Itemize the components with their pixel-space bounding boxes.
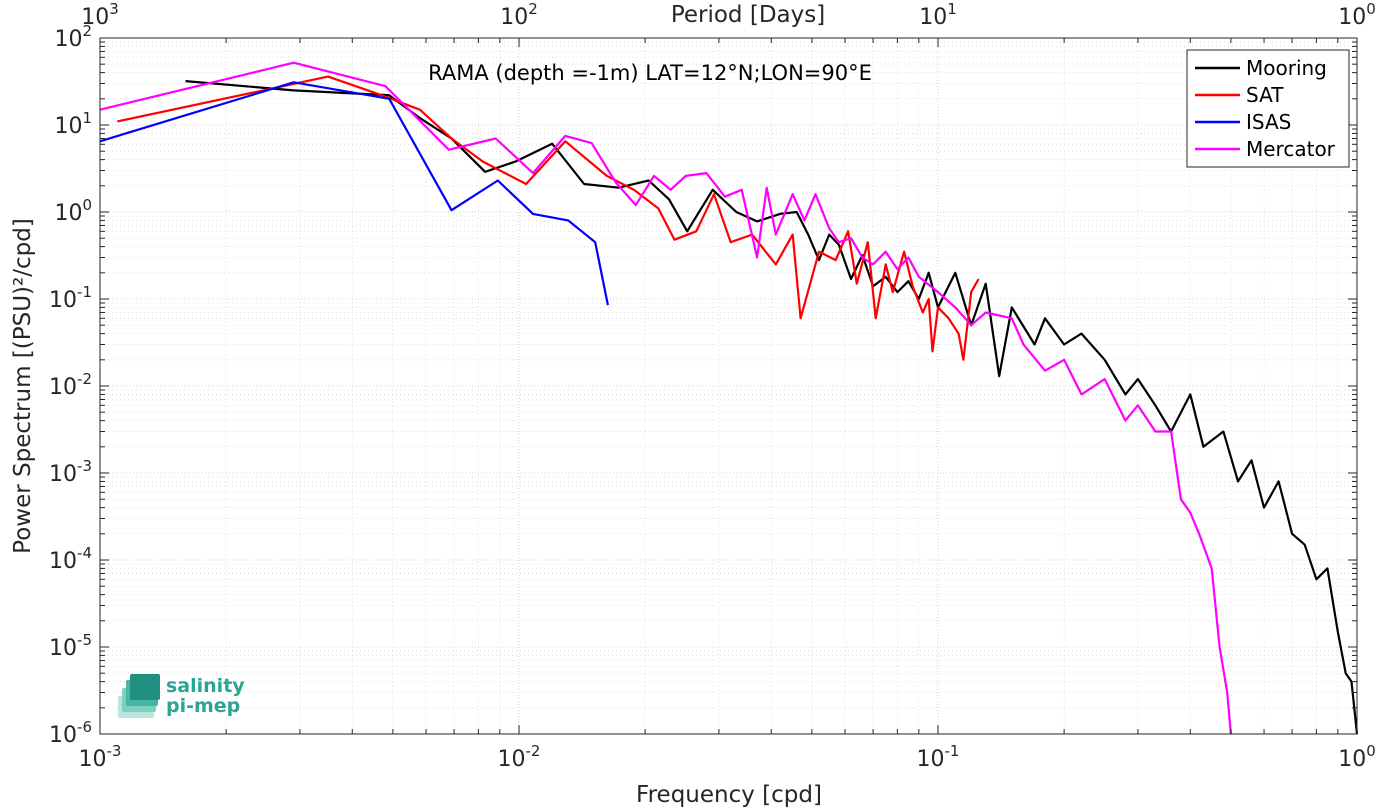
salinity-pi-mep-logo: salinity pi-mep xyxy=(118,674,245,718)
y-tick-label: 102 xyxy=(54,22,92,52)
series-line-mercator xyxy=(99,61,1232,735)
plot-title: RAMA (depth =-1m) LAT=12°N;LON=90°E xyxy=(428,61,872,85)
y-tick-label: 10-1 xyxy=(49,283,92,313)
legend-label-isas: ISAS xyxy=(1246,110,1291,134)
series-line-mooring xyxy=(185,80,1359,735)
y-tick-label: 101 xyxy=(54,109,92,139)
top-tick-label: 103 xyxy=(81,0,119,30)
logo-mark-icon xyxy=(118,674,160,718)
x-tick-label: 10-3 xyxy=(79,742,122,772)
y-axis-title: Power Spectrum [(PSU)²/cpd] xyxy=(10,218,36,554)
series-line-sat xyxy=(117,75,980,361)
x-tick-label: 100 xyxy=(1338,742,1376,772)
legend-label-sat: SAT xyxy=(1246,83,1284,107)
top-axis-title: Period [Days] xyxy=(671,2,825,28)
y-tick-label: 10-3 xyxy=(49,457,92,487)
y-tick-label: 10-4 xyxy=(49,544,92,574)
logo-line1: salinity xyxy=(166,675,245,697)
series-layer xyxy=(99,61,1359,735)
legend-label-mercator: Mercator xyxy=(1246,137,1336,161)
logo-line2: pi-mep xyxy=(166,695,240,717)
legend: Mooring SAT ISAS Mercator xyxy=(1186,49,1350,168)
top-tick-label: 102 xyxy=(500,0,538,30)
series-line-isas xyxy=(99,81,609,306)
y-tick-label: 10-6 xyxy=(49,718,92,748)
tick-marks xyxy=(99,37,1358,735)
x-tick-label: 10-2 xyxy=(498,742,541,772)
y-tick-label: 100 xyxy=(54,196,92,226)
legend-label-mooring: Mooring xyxy=(1246,56,1327,80)
top-tick-label: 101 xyxy=(919,0,957,30)
x-tick-label: 10-1 xyxy=(917,742,960,772)
legend-box xyxy=(1186,49,1350,168)
tick-labels: 10-3 103 10-2 102 10-1 101 100 100 102 101 100 10-1… xyxy=(49,0,1376,772)
y-tick-label: 10-5 xyxy=(49,631,92,661)
x-axis-title: Frequency [cpd] xyxy=(636,782,822,808)
top-tick-label: 100 xyxy=(1338,0,1376,30)
y-tick-label: 10-2 xyxy=(49,370,92,400)
